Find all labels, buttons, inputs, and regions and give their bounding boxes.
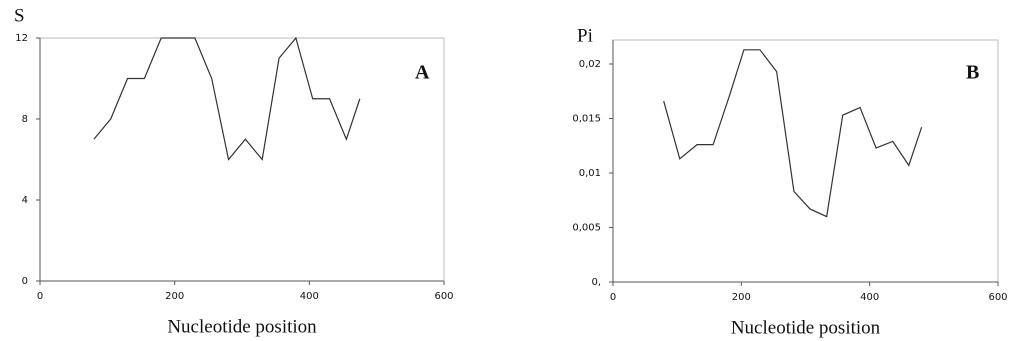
plot-frame <box>39 37 445 282</box>
x-tick-label: 0 <box>37 291 43 302</box>
plot-frame <box>612 39 999 283</box>
y-tick-label: 12 <box>15 33 28 44</box>
x-tick-label: 200 <box>732 292 751 303</box>
x-tick-label: 400 <box>300 291 319 302</box>
y-tick-label: 0,005 <box>572 222 601 233</box>
x-axis-label: Nucleotide position <box>167 316 317 337</box>
panel-label: B <box>966 62 979 84</box>
x-tick-label: 400 <box>860 292 879 303</box>
y-tick-label: 0, <box>591 277 601 288</box>
x-tick-label: 200 <box>165 291 184 302</box>
y-tick-label: 8 <box>22 114 28 125</box>
y-tick-label: 0,015 <box>572 113 601 124</box>
y-tick-label: 0,01 <box>579 168 601 179</box>
y-axis-label: S <box>14 5 25 26</box>
data-line <box>663 49 923 218</box>
panel-label: A <box>415 62 430 84</box>
y-axis-label: Pi <box>577 25 593 46</box>
x-axis-label: Nucleotide position <box>731 317 881 338</box>
x-tick-label: 600 <box>434 291 453 302</box>
x-tick-label: 0 <box>610 292 616 303</box>
data-line <box>93 36 361 161</box>
y-tick-label: 4 <box>22 195 28 206</box>
y-tick-label: 0 <box>22 276 28 287</box>
y-tick-label: 0,02 <box>579 59 601 70</box>
x-tick-label: 600 <box>988 292 1007 303</box>
